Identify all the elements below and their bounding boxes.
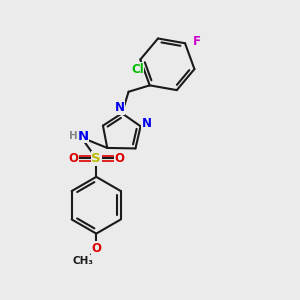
Text: N: N bbox=[115, 101, 124, 114]
Text: O: O bbox=[68, 152, 78, 165]
Text: N: N bbox=[77, 130, 89, 143]
Text: CH₃: CH₃ bbox=[72, 256, 93, 266]
Text: O: O bbox=[114, 152, 124, 165]
Text: F: F bbox=[192, 35, 200, 48]
Text: S: S bbox=[92, 152, 101, 165]
Text: O: O bbox=[91, 242, 101, 255]
Text: N: N bbox=[142, 117, 152, 130]
Text: Cl: Cl bbox=[131, 63, 144, 76]
Text: H: H bbox=[69, 131, 77, 141]
